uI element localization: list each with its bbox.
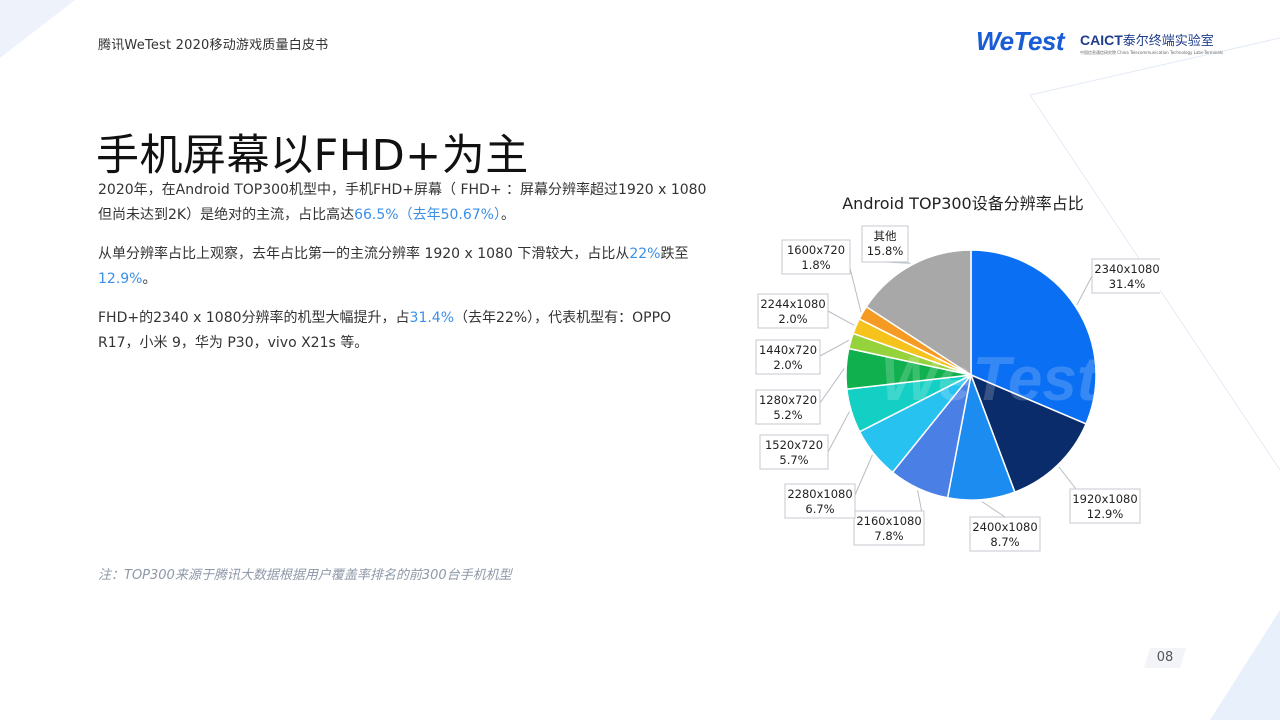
slice-label: 1280x720	[759, 393, 817, 407]
p3-text-b: （去年22%），代表机型有：OPPO R17，小米 9，华为 P30，vivo …	[98, 310, 672, 351]
slice-label: 2244x1080	[760, 297, 825, 311]
data-label-box	[853, 510, 925, 546]
slice-label: 1520x720	[765, 438, 823, 452]
p1-text: 2020年，在Android TOP300机型中，手机FHD+屏幕（ FHD+ …	[98, 182, 707, 223]
pie-slice	[969, 373, 1088, 494]
leader-line	[1076, 275, 1093, 306]
paragraph-3: FHD+的2340 x 1080分辨率的机型大幅提升，占31.4%（去年22%）…	[98, 306, 708, 356]
slice-value-label: 15.8%	[867, 244, 904, 258]
chart-watermark: WeTest	[880, 345, 1099, 414]
p2-text: 从单分辨率占比上观察，去年占比第一的主流分辨率 1920 x 1080 下滑较大…	[98, 246, 630, 262]
slice-value-label: 6.7%	[805, 502, 834, 516]
slice-value-label: 2.0%	[773, 358, 802, 372]
slice-value-label: 2.0%	[778, 312, 807, 326]
data-label-box	[969, 516, 1041, 552]
data-label-box	[755, 339, 821, 375]
slice-label: 1600x720	[787, 243, 845, 257]
p3-text: FHD+的2340 x 1080分辨率的机型大幅提升，占	[98, 310, 410, 326]
leader-line	[849, 267, 862, 312]
paragraph-1: 2020年，在Android TOP300机型中，手机FHD+屏幕（ FHD+ …	[98, 178, 708, 228]
slice-label: 2340x1080	[1094, 262, 1159, 276]
slice-value-label: 1.8%	[801, 258, 830, 272]
footnote: 注：TOP300来源于腾讯大数据根据用户覆盖率排名的前300台手机机型	[98, 568, 512, 583]
slice-value-label: 5.7%	[779, 453, 808, 467]
page-number: 08	[1156, 650, 1174, 665]
leader-line	[981, 501, 1006, 518]
caict-logo-bold: CAICT	[1080, 32, 1123, 48]
slice-label: 1920x1080	[1072, 492, 1137, 506]
leader-line	[827, 310, 855, 326]
slice-label: 2280x1080	[787, 487, 852, 501]
caict-logo-subtitle: 中国信息通信研究院 China Telecommunication Techno…	[1080, 50, 1224, 55]
p1-highlight: 66.5%（去年50.67%）	[354, 207, 501, 223]
slice-label: 其他	[874, 229, 897, 243]
body-text: 2020年，在Android TOP300机型中，手机FHD+屏幕（ FHD+ …	[98, 178, 708, 370]
data-label-box	[755, 389, 821, 425]
data-label-box	[759, 434, 829, 470]
caict-logo-cn: 泰尔终端实验室	[1122, 33, 1214, 48]
p1-end: 。	[500, 207, 515, 223]
chart-title: Android TOP300设备分辨率占比	[842, 194, 1084, 213]
data-label-box	[784, 483, 856, 519]
caict-logo: CAICT泰尔终端实验室 中国信息通信研究院 China Telecommuni…	[1080, 30, 1223, 56]
wetest-logo: WeTest	[976, 26, 1065, 56]
p2-highlight-1: 22%	[629, 246, 661, 262]
data-label-box	[757, 293, 829, 329]
leader-line	[1058, 466, 1077, 490]
slice-value-label: 5.2%	[773, 408, 802, 422]
pie-slice	[970, 249, 1097, 425]
data-label-box	[1091, 258, 1160, 294]
leader-line	[827, 411, 850, 453]
p3-highlight: 31.4%	[409, 310, 455, 326]
data-label-box	[781, 239, 851, 275]
page-title: 手机屏幕以FHD+为主	[96, 130, 529, 181]
leader-line	[854, 454, 873, 496]
data-label-box	[1069, 488, 1141, 524]
leader-line	[819, 339, 850, 357]
p2-highlight-2: 12.9%	[98, 271, 143, 287]
leader-line	[819, 368, 845, 404]
slice-value-label: 8.7%	[990, 535, 1019, 549]
header-doc-title: 腾讯WeTest 2020移动游戏质量白皮书	[98, 38, 329, 53]
p2-text-b: 跌至	[660, 246, 689, 262]
pie-slice	[865, 249, 972, 377]
slice-label: 1440x720	[759, 343, 817, 357]
paragraph-2: 从单分辨率占比上观察，去年占比第一的主流分辨率 1920 x 1080 下滑较大…	[98, 242, 708, 292]
p2-end: 。	[142, 271, 157, 287]
data-label-box	[861, 225, 909, 263]
slice-value-label: 31.4%	[1109, 277, 1146, 291]
slice-label: 2400x1080	[972, 520, 1037, 534]
slice-value-label: 12.9%	[1087, 507, 1124, 521]
slice-value-label: 7.8%	[874, 529, 903, 543]
slice-label: 2160x1080	[856, 514, 921, 528]
